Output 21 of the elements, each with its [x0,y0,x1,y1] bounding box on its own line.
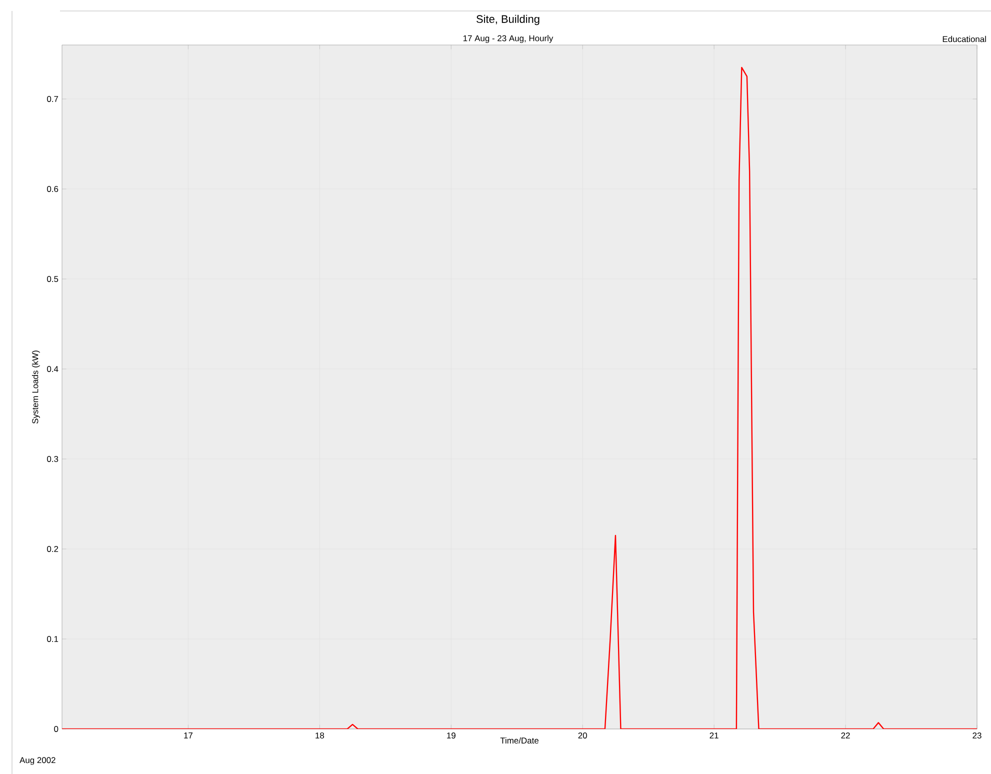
y-tick-label: 0.5 [47,276,58,282]
x-tick-label: 19 [447,732,456,738]
x-tick-label: 20 [578,732,587,738]
y-tick-label: 0.4 [47,366,58,372]
x-tick-label: 22 [841,732,850,738]
x-tick-label: 18 [316,732,324,738]
x-tick-label: 17 [184,732,192,738]
y-tick-label: 0.6 [47,186,58,192]
text: Aug 2002 [20,757,56,765]
x-tick-label: 23 [972,732,982,738]
y-axis-title: System Loads (kW) [32,350,40,424]
y-tick-label: 0.7 [47,96,58,102]
y-tick-label: 0.3 [47,456,58,462]
chart-subtitle: 17 Aug - 23 Aug, Hourly [463,35,554,43]
chart-title: Site, Building [476,14,540,26]
y-tick-label: 0 [54,726,58,732]
y-tick-label: 0.2 [47,546,58,552]
x-axis-title: Time/Date [500,737,538,744]
y-tick-label: 0.1 [47,636,58,642]
x-tick-label: 21 [710,732,718,738]
text: Educational [942,36,986,42]
